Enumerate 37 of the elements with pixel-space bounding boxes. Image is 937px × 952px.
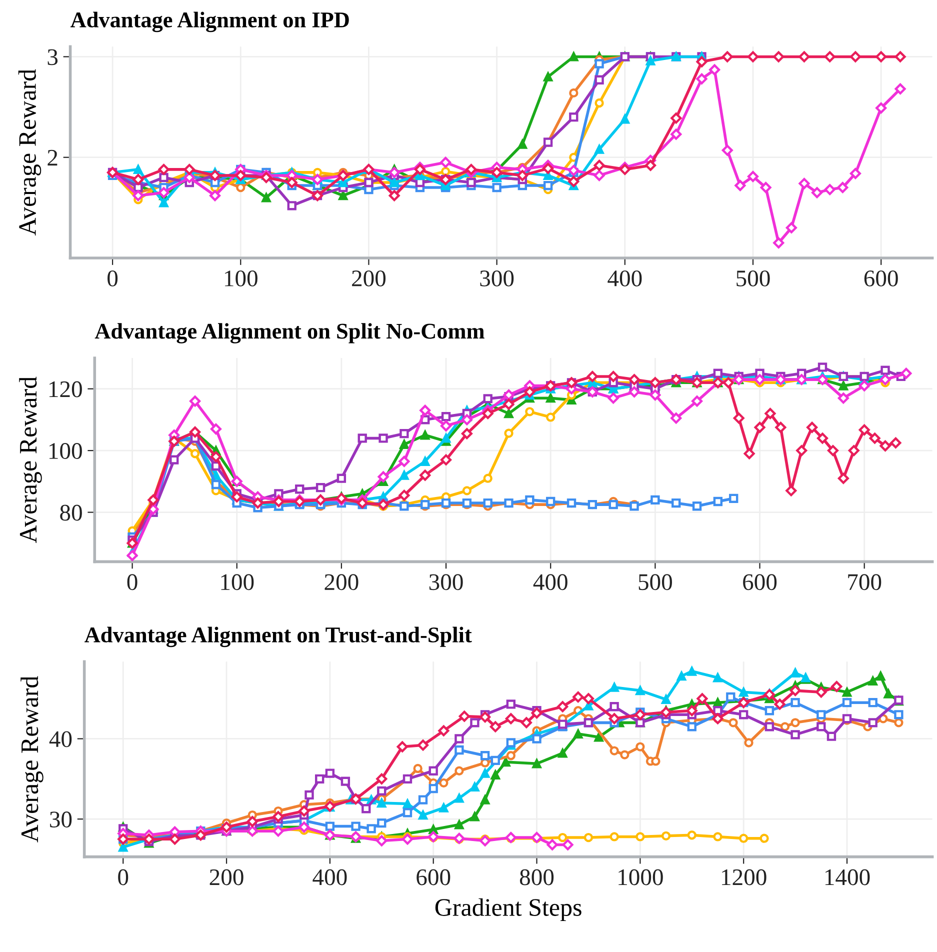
x-tick-label: 400 [608,270,642,286]
y-axis-title: Average Reward [18,69,42,236]
chart-title: Advantage Alignment on IPD [70,12,349,32]
x-tick-label: 600 [416,869,450,886]
y-tick-label: 30 [50,812,72,828]
x-tick-label: 0 [118,869,128,886]
x-tick-label: 300 [429,574,463,590]
x-tick-label: 300 [480,270,514,286]
chart-title: Advantage Alignment on Split No-Comm [94,323,484,344]
x-tick-label: 0 [108,270,118,286]
x-tick-label: 400 [533,574,568,590]
x-tick-label: 400 [312,869,347,886]
x-tick-label: 1400 [825,869,870,886]
y-tick-label: 2 [48,150,58,166]
x-tick-label: 500 [736,270,770,286]
x-tick-label: 100 [221,574,254,590]
y-tick-label: 120 [49,381,82,398]
x-tick-label: 0 [127,574,138,590]
y-axis-title: Average Reward [19,376,42,543]
x-tick-label: 100 [225,270,258,286]
x-tick-label: 600 [864,270,898,286]
x-tick-label: 500 [638,574,672,590]
y-tick-label: 100 [49,443,82,459]
x-tick-label: 1200 [722,869,766,886]
x-tick-label: 200 [352,270,386,286]
x-tick-label: 200 [324,574,358,590]
y-tick-label: 80 [60,504,82,521]
y-tick-label: 40 [49,731,72,748]
y-tick-label: 3 [48,49,58,66]
y-axis-title: Average Reward [20,676,44,842]
x-tick-label: 600 [743,574,777,590]
x-tick-label: 800 [520,869,554,886]
x-tick-label: 700 [848,574,882,590]
x-axis-title: Gradient Steps [435,898,582,922]
chart-title: Advantage Alignment on Trust-and-Split [84,626,472,648]
x-tick-label: 1000 [618,869,663,886]
x-tick-label: 200 [210,869,244,886]
